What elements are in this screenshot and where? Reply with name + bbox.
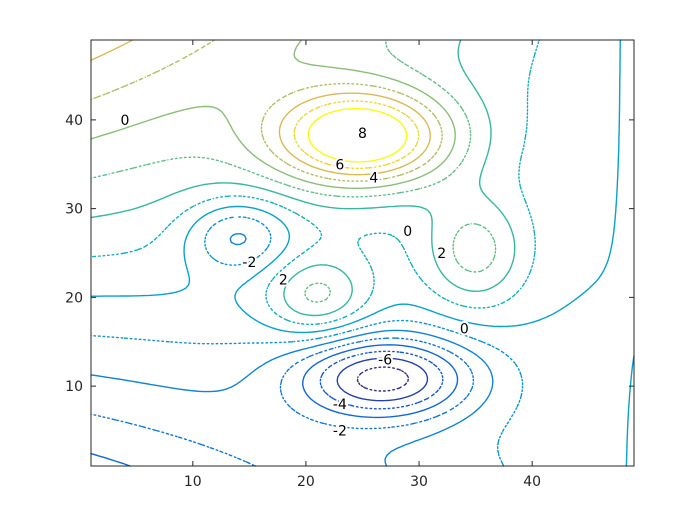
contour-label-0: 0 xyxy=(120,113,129,129)
contour-level-3 xyxy=(90,39,497,303)
x-tick-label-10: 10 xyxy=(184,474,202,490)
contour-level-neg1 xyxy=(90,216,524,467)
y-tick-label-10: 10 xyxy=(65,379,83,395)
contour-label-3: 4 xyxy=(369,171,378,187)
contour-labels: 0 86 4 0 2 -2 2 0 -6 -4 -2 xyxy=(118,111,470,442)
x-tick-label-30: 30 xyxy=(410,474,428,490)
contour-label-5: 2 xyxy=(437,246,446,262)
contour-level-8 xyxy=(307,107,408,163)
contour-label-2: 6 xyxy=(335,157,344,173)
contour-level-5 xyxy=(90,39,443,182)
y-tick-label-40: 40 xyxy=(65,113,83,129)
contour-level-6 xyxy=(90,39,431,176)
y-tick-label-20: 20 xyxy=(65,290,83,306)
contour-level-neg3 xyxy=(90,337,475,467)
contour-label-9: -6 xyxy=(378,353,392,369)
contour-level-neg5 xyxy=(319,350,444,410)
contour-label-1: 8 xyxy=(358,126,367,142)
contour-lines xyxy=(90,39,635,467)
contour-level-7 xyxy=(293,100,420,170)
x-tick-label-20: 20 xyxy=(297,474,315,490)
contour-level-neg6 xyxy=(336,357,429,402)
contour-label-4: 0 xyxy=(403,224,412,240)
contour-level-4 xyxy=(90,39,456,189)
contour-label-8: 0 xyxy=(460,321,469,337)
contour-level-neg4 xyxy=(90,344,459,467)
y-tick-label-30: 30 xyxy=(65,202,83,218)
contour-level-2 xyxy=(90,39,516,317)
axes-frame xyxy=(90,39,635,467)
contour-level-neg2 xyxy=(90,233,494,467)
contour-level-neg7 xyxy=(356,366,409,392)
contour-label-10: -4 xyxy=(333,397,347,413)
contour-label-7: 2 xyxy=(279,273,288,289)
contour-label-11: -2 xyxy=(333,424,347,440)
contour-label-6: -2 xyxy=(242,255,256,271)
x-tick-label-40: 40 xyxy=(523,474,541,490)
contour-level-0 xyxy=(90,39,635,467)
contour-level-1 xyxy=(90,39,540,325)
